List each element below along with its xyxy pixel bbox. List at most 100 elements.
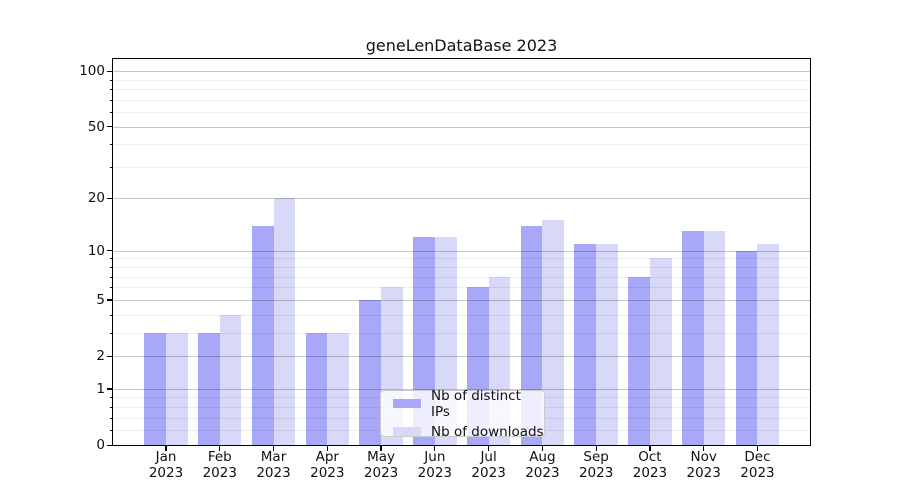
y-tick-label: 50 <box>87 118 105 135</box>
bar-sep-downloads <box>596 243 618 445</box>
bar-apr-downloads <box>327 332 349 445</box>
minor-gridline <box>113 99 810 101</box>
minor-gridline <box>113 314 810 316</box>
bar-nov-distinct-ips <box>682 231 704 445</box>
y-minor-tick <box>109 89 113 91</box>
x-tick <box>703 445 705 451</box>
y-tick-label: 20 <box>87 190 105 207</box>
major-gridline <box>113 356 810 357</box>
y-minor-tick <box>109 406 113 408</box>
y-tick-label: 2 <box>96 348 105 364</box>
legend-swatch-distinct-ips <box>393 398 421 409</box>
legend-label-distinct-ips: Nb of distinct IPs <box>430 387 521 420</box>
y-minor-tick <box>109 267 113 269</box>
bar-jan-distinct-ips <box>144 332 166 445</box>
major-gridline <box>113 71 810 73</box>
minor-gridline <box>113 276 810 278</box>
x-tick <box>488 445 490 451</box>
x-tick-label-feb: Feb 2023 <box>202 449 237 481</box>
y-minor-tick <box>109 332 113 334</box>
x-tick-label-may: May 2023 <box>363 449 399 481</box>
y-tick <box>106 197 113 200</box>
minor-gridline <box>113 166 810 168</box>
y-minor-tick <box>109 430 113 432</box>
major-gridline <box>113 388 810 390</box>
x-tick-label-dec: Dec 2023 <box>740 449 775 481</box>
y-minor-tick <box>109 314 113 316</box>
minor-gridline <box>113 332 810 334</box>
x-tick <box>272 445 275 451</box>
x-tick-label-jun: Jun 2023 <box>417 449 453 481</box>
legend-row-downloads: Nb of downloads <box>381 424 544 440</box>
x-tick <box>756 445 759 451</box>
major-gridline <box>113 299 810 301</box>
bar-dec-distinct-ips <box>735 250 758 445</box>
x-tick <box>165 445 167 451</box>
minor-gridline <box>113 287 810 289</box>
x-tick <box>326 445 328 451</box>
y-tick-label: 10 <box>87 242 105 259</box>
x-tick <box>380 445 382 451</box>
x-tick <box>541 445 543 451</box>
minor-gridline <box>113 258 810 260</box>
minor-gridline <box>113 144 810 146</box>
legend: Nb of distinct IPs Nb of downloads <box>380 388 545 440</box>
y-tick <box>106 250 113 252</box>
x-tick <box>434 445 436 451</box>
bar-dec-downloads <box>757 243 780 445</box>
x-tick-label-mar: Mar 2023 <box>256 449 291 481</box>
bar-aug-downloads <box>542 220 565 445</box>
bar-jan-downloads <box>166 332 188 445</box>
bar-oct-downloads <box>649 258 672 445</box>
bar-nov-downloads <box>703 231 726 445</box>
y-minor-tick <box>109 79 113 81</box>
y-tick <box>106 299 113 301</box>
y-minor-tick <box>109 112 113 114</box>
major-gridline <box>113 126 810 128</box>
x-tick-label-sep: Sep 2023 <box>578 449 614 481</box>
bar-may-distinct-ips <box>359 299 382 445</box>
x-tick-label-aug: Aug 2023 <box>525 449 560 481</box>
y-minor-tick <box>109 144 113 146</box>
x-tick-label-jan: Jan 2023 <box>148 449 184 481</box>
x-tick <box>649 445 651 451</box>
minor-gridline <box>113 89 810 91</box>
chart-title: geneLenDataBase 2023 <box>365 36 558 55</box>
y-minor-tick <box>109 166 113 168</box>
y-minor-tick <box>109 287 113 289</box>
x-tick <box>219 445 221 451</box>
major-gridline <box>113 250 810 252</box>
bar-apr-distinct-ips <box>305 332 328 445</box>
bar-mar-distinct-ips <box>251 225 274 445</box>
minor-gridline <box>113 112 810 114</box>
x-tick-label-apr: Apr 2023 <box>310 449 345 481</box>
x-tick-label-nov: Nov 2023 <box>686 449 721 481</box>
bar-feb-distinct-ips <box>198 332 220 445</box>
y-minor-tick <box>109 276 113 278</box>
x-tick-label-jul: Jul 2023 <box>471 449 506 481</box>
y-tick <box>106 388 113 390</box>
bar-mar-downloads <box>273 198 296 445</box>
y-tick-label: 1 <box>96 380 105 397</box>
y-minor-tick <box>109 258 113 260</box>
y-tick-label: 5 <box>96 291 105 308</box>
minor-gridline <box>113 79 810 81</box>
y-tick <box>106 70 113 72</box>
legend-swatch-downloads <box>393 426 421 437</box>
y-minor-tick <box>109 417 113 419</box>
legend-row-distinct-ips: Nb of distinct IPs <box>381 388 544 420</box>
y-tick <box>106 355 113 357</box>
major-gridline <box>113 198 810 200</box>
bar-sep-distinct-ips <box>574 243 597 445</box>
legend-label-downloads: Nb of downloads <box>431 423 544 440</box>
y-tick-label: 100 <box>79 63 105 80</box>
x-tick-label-oct: Oct 2023 <box>632 449 668 481</box>
y-minor-tick <box>109 99 113 101</box>
y-minor-tick <box>109 397 113 399</box>
bar-oct-distinct-ips <box>628 276 650 445</box>
x-tick <box>595 445 597 451</box>
y-tick <box>106 126 113 128</box>
bar-feb-downloads <box>219 314 242 445</box>
y-tick-label: 0 <box>96 437 105 453</box>
